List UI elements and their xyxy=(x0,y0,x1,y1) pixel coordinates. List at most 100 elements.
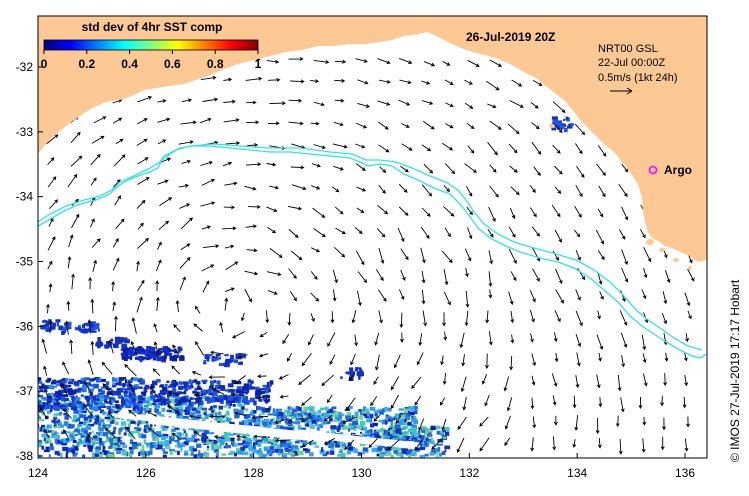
sst-patch-cell xyxy=(337,440,341,445)
sst-patch-cell xyxy=(138,434,141,439)
current-arrow-icon xyxy=(574,123,586,136)
current-arrow-icon xyxy=(370,396,378,407)
sst-gap xyxy=(299,430,420,448)
current-arrow-icon xyxy=(441,418,447,431)
sst-patch-cell xyxy=(213,440,218,445)
sst-patch-cell xyxy=(160,435,166,441)
current-arrow-icon xyxy=(555,268,563,285)
sst-patch-cell xyxy=(81,410,87,413)
sst-patch-cell xyxy=(269,445,275,451)
sst-patch-cell xyxy=(413,419,419,425)
colorbar-ticks: 0 0.2 0.4 0.6 0.8 1 xyxy=(41,50,262,71)
current-arrow-icon xyxy=(278,374,289,380)
sst-patch-cell xyxy=(214,379,217,384)
sst-patch-cell xyxy=(73,409,79,414)
sst-patch-cell xyxy=(62,380,68,384)
current-arrow-icon xyxy=(136,138,148,146)
sst-patch-cell xyxy=(187,384,191,388)
sst-patch-cell xyxy=(369,429,373,434)
sst-patch-cell xyxy=(72,439,77,443)
sst-patch-cell xyxy=(282,452,288,455)
sst-patch-cell xyxy=(309,406,315,409)
sst-patch-cell xyxy=(188,401,194,406)
sst-patch-cell xyxy=(359,371,364,376)
sst-patch-cell xyxy=(51,419,58,423)
current-arrow-icon xyxy=(200,75,217,81)
sst-patch-cell xyxy=(105,454,109,458)
current-arrow-icon xyxy=(111,280,116,292)
current-arrow-icon xyxy=(552,250,559,261)
sst-patch-cell xyxy=(270,450,275,454)
colorbar-title: std dev of 4hr SST comp xyxy=(82,20,223,34)
sst-patch-cell xyxy=(53,379,56,382)
sst-patch-cell xyxy=(88,423,95,427)
sst-patch-cell xyxy=(197,396,202,401)
current-arrow-icon xyxy=(313,59,330,64)
sst-patch-cell xyxy=(173,351,178,354)
sst-patch-cell xyxy=(244,414,249,419)
sst-patch-cell xyxy=(435,451,440,454)
sst-patch-cell xyxy=(294,440,300,444)
current-arrow-icon xyxy=(387,439,400,451)
sst-patch-cell xyxy=(99,427,104,432)
sst-patch-cell xyxy=(183,441,189,446)
current-arrow-icon xyxy=(137,177,150,185)
sst-patch-cell xyxy=(310,420,313,426)
sst-patch-cell xyxy=(231,379,236,384)
sst-patch-cell xyxy=(203,437,207,443)
current-arrow-icon xyxy=(376,228,386,238)
current-arrow-icon xyxy=(575,333,582,348)
sst-patch-cell xyxy=(169,436,173,441)
sst-patch-cell xyxy=(213,448,219,453)
sst-patch-cell xyxy=(283,409,289,414)
current-arrow-icon xyxy=(224,287,235,293)
lon-tick-label: 130 xyxy=(351,466,371,480)
sst-patch-cell xyxy=(151,431,156,437)
sst-patch-cell xyxy=(288,412,291,415)
sst-patch-cell xyxy=(67,388,73,393)
sst-patch-cell xyxy=(142,391,147,397)
current-arrow-icon xyxy=(310,292,320,302)
sst-patch-cell xyxy=(41,445,45,450)
current-arrow-icon xyxy=(486,80,500,91)
sst-patch-cell xyxy=(143,388,148,393)
current-arrow-icon xyxy=(112,117,123,124)
sst-patch-cell xyxy=(179,414,184,420)
sst-patch-cell xyxy=(50,325,56,330)
sst-patch-cell xyxy=(269,380,274,385)
sst-patch-cell xyxy=(177,413,180,417)
current-arrow-icon xyxy=(130,340,138,356)
sst-patch-cell xyxy=(303,412,308,416)
current-arrow-icon xyxy=(246,248,258,253)
sst-patch-cell xyxy=(68,391,74,396)
sst-patch-cell xyxy=(391,446,397,450)
sst-patch-cell xyxy=(273,412,278,416)
sst-patch-cell xyxy=(218,384,222,389)
sst-patch-cell xyxy=(162,386,168,391)
sst-patch-cell xyxy=(108,397,114,400)
sst-patch-cell xyxy=(152,351,157,356)
sst-patch-cell xyxy=(407,454,412,458)
sst-patch-cell xyxy=(278,416,284,419)
current-arrow-icon xyxy=(466,206,473,216)
sst-patch-cell xyxy=(414,450,417,455)
sst-patch-cell xyxy=(129,392,132,397)
sst-patch-cell xyxy=(213,405,217,409)
current-arrow-icon xyxy=(355,58,368,63)
sst-patch-cell xyxy=(175,396,179,399)
sst-patch-cell xyxy=(83,416,88,421)
current-arrow-icon xyxy=(312,207,326,218)
current-arrow-icon xyxy=(330,311,335,324)
current-arrow-icon xyxy=(323,437,336,445)
current-arrow-icon xyxy=(530,397,535,410)
sst-patch-cell xyxy=(272,438,278,444)
sst-patch-cell xyxy=(242,451,249,456)
sst-patch-cell xyxy=(137,422,140,427)
sst-patch-cell xyxy=(230,354,234,360)
current-arrow-icon xyxy=(180,217,193,230)
sst-patch-cell xyxy=(224,362,230,368)
sst-patch-cell xyxy=(252,449,257,454)
current-arrow-icon xyxy=(282,334,290,345)
sst-patch-cell xyxy=(163,435,169,439)
current-arrow-icon xyxy=(532,268,540,282)
